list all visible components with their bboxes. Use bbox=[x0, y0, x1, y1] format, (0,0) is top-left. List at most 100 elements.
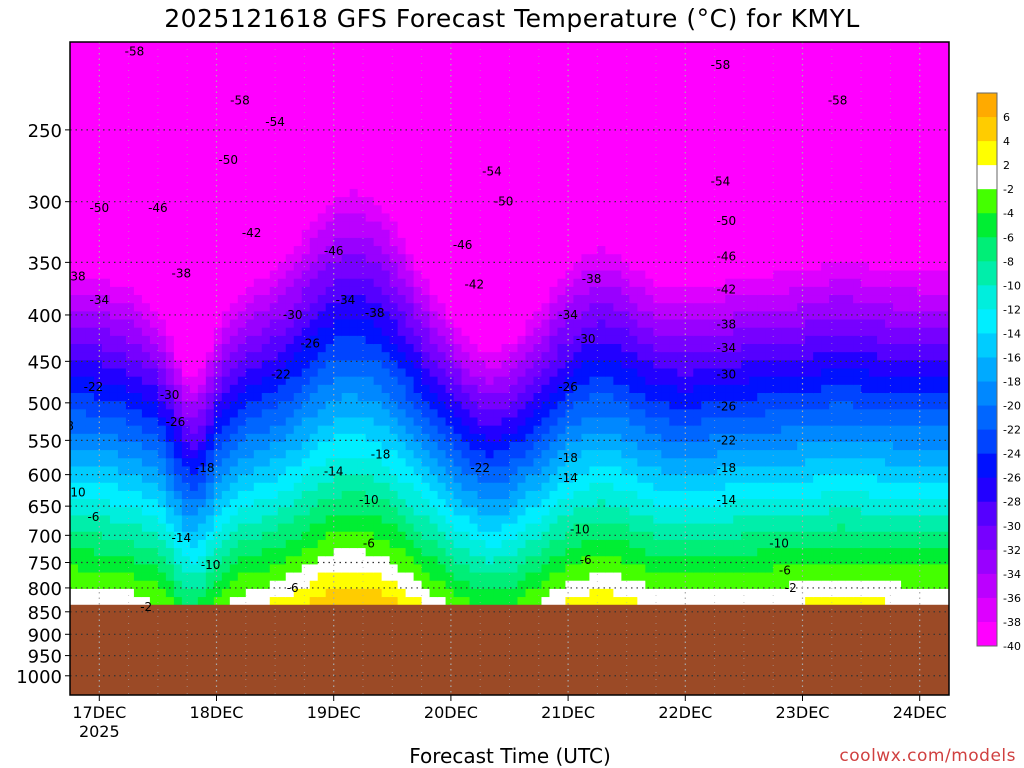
temperature-cell bbox=[557, 58, 567, 68]
temperature-cell bbox=[277, 425, 287, 435]
temperature-cell bbox=[245, 352, 255, 361]
temperature-cell bbox=[85, 90, 95, 100]
temperature-cell bbox=[229, 499, 239, 508]
temperature-cell bbox=[181, 295, 191, 304]
temperature-cell bbox=[205, 286, 215, 296]
temperature-cell bbox=[325, 311, 335, 321]
temperature-cell bbox=[261, 42, 271, 51]
temperature-cell bbox=[493, 490, 503, 500]
temperature-cell bbox=[101, 148, 111, 157]
temperature-cell bbox=[357, 482, 367, 492]
temperature-cell bbox=[117, 303, 127, 312]
temperature-cell bbox=[189, 352, 199, 361]
temperature-cell bbox=[277, 409, 287, 419]
temperature-cell bbox=[549, 548, 559, 557]
temperature-cell bbox=[565, 107, 575, 117]
temperature-cell bbox=[501, 409, 511, 419]
temperature-cell bbox=[501, 458, 511, 468]
temperature-cell bbox=[70, 262, 79, 272]
temperature-cell bbox=[461, 303, 471, 312]
temperature-cell bbox=[501, 172, 511, 182]
temperature-cell bbox=[493, 278, 503, 288]
temperature-cell bbox=[165, 458, 175, 468]
temperature-cell bbox=[421, 490, 431, 500]
temperature-cell bbox=[229, 58, 239, 68]
temperature-cell bbox=[70, 507, 79, 517]
temperature-cell bbox=[125, 588, 135, 598]
temperature-cell bbox=[213, 82, 223, 92]
temperature-cell bbox=[493, 115, 503, 125]
temperature-cell bbox=[413, 588, 423, 598]
temperature-cell bbox=[237, 213, 247, 223]
temperature-cell bbox=[461, 188, 471, 198]
temperature-cell bbox=[485, 466, 495, 476]
temperature-cell bbox=[317, 139, 327, 149]
temperature-cell bbox=[221, 82, 231, 92]
temperature-cell bbox=[93, 376, 103, 386]
temperature-cell bbox=[533, 474, 543, 484]
temperature-cell bbox=[445, 588, 455, 598]
temperature-cell bbox=[477, 539, 487, 549]
temperature-cell bbox=[349, 262, 359, 272]
temperature-cell bbox=[429, 327, 439, 337]
temperature-cell bbox=[373, 417, 383, 427]
temperature-cell bbox=[189, 441, 199, 451]
temperature-cell bbox=[557, 482, 567, 492]
temperature-cell bbox=[453, 123, 463, 133]
temperature-cell bbox=[397, 197, 407, 206]
temperature-cell bbox=[221, 213, 231, 223]
temperature-cell bbox=[333, 172, 343, 182]
temperature-cell bbox=[461, 360, 471, 370]
temperature-cell bbox=[501, 360, 511, 370]
temperature-cell bbox=[445, 99, 455, 108]
temperature-cell bbox=[509, 172, 519, 182]
temperature-cell bbox=[373, 164, 383, 174]
temperature-cell bbox=[197, 188, 207, 198]
temperature-cell bbox=[181, 213, 191, 223]
temperature-cell bbox=[381, 262, 391, 272]
temperature-cell bbox=[293, 597, 303, 606]
temperature-cell bbox=[501, 123, 511, 133]
temperature-cell bbox=[333, 588, 343, 598]
temperature-cell bbox=[293, 295, 303, 304]
temperature-cell bbox=[189, 107, 199, 117]
temperature-cell bbox=[397, 515, 407, 525]
temperature-cell bbox=[237, 597, 247, 606]
temperature-cell bbox=[437, 278, 447, 288]
temperature-cell bbox=[325, 197, 335, 206]
temperature-cell bbox=[109, 360, 119, 370]
temperature-cell bbox=[301, 90, 311, 100]
temperature-cell bbox=[77, 246, 87, 255]
temperature-cell bbox=[437, 156, 447, 166]
temperature-cell bbox=[70, 188, 79, 198]
temperature-cell bbox=[389, 286, 399, 296]
temperature-cell bbox=[477, 82, 487, 92]
temperature-cell bbox=[365, 409, 375, 419]
temperature-cell bbox=[77, 139, 87, 149]
temperature-cell bbox=[301, 188, 311, 198]
temperature-cell bbox=[173, 441, 183, 451]
temperature-cell bbox=[501, 286, 511, 296]
temperature-cell bbox=[437, 401, 447, 410]
temperature-cell bbox=[517, 458, 527, 468]
temperature-cell bbox=[197, 311, 207, 321]
temperature-cell bbox=[109, 90, 119, 100]
temperature-cell bbox=[293, 303, 303, 312]
temperature-cell bbox=[221, 139, 231, 149]
temperature-cell bbox=[333, 213, 343, 223]
temperature-cell bbox=[517, 360, 527, 370]
temperature-cell bbox=[509, 246, 519, 255]
temperature-cell bbox=[341, 564, 351, 574]
temperature-cell bbox=[301, 229, 311, 239]
temperature-cell bbox=[141, 482, 151, 492]
temperature-cell bbox=[405, 458, 415, 468]
temperature-cell bbox=[261, 515, 271, 525]
temperature-cell bbox=[141, 139, 151, 149]
temperature-cell bbox=[149, 221, 159, 231]
temperature-cell bbox=[245, 58, 255, 68]
temperature-cell bbox=[333, 556, 343, 565]
temperature-cell bbox=[501, 482, 511, 492]
temperature-cell bbox=[77, 441, 87, 451]
temperature-cell bbox=[445, 327, 455, 337]
temperature-cell bbox=[541, 188, 551, 198]
